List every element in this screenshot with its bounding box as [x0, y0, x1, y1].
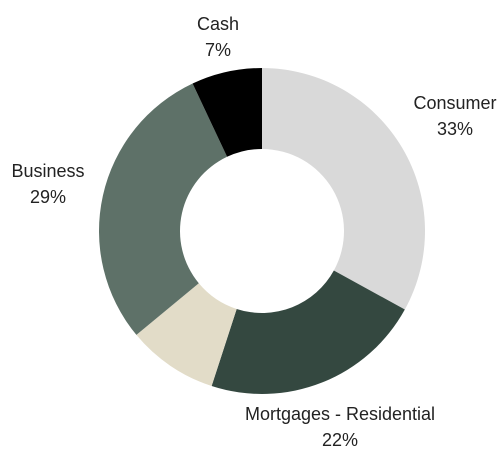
- segment-value-label: 7%: [205, 40, 231, 60]
- segment-label: Mortgages - Residential: [245, 404, 435, 424]
- donut-segment: [192, 68, 262, 157]
- segment-value-label: 33%: [437, 119, 473, 139]
- donut-segment: [211, 270, 405, 394]
- segment-label: Consumer: [413, 93, 496, 113]
- segment-label: Business: [11, 161, 84, 181]
- segment-label: Cash: [197, 14, 239, 34]
- segment-value-label: 22%: [322, 430, 358, 450]
- segment-value-label: 29%: [30, 187, 66, 207]
- donut-segment: [98, 83, 228, 335]
- donut-segment: [136, 283, 237, 387]
- donut-segment: [262, 68, 425, 310]
